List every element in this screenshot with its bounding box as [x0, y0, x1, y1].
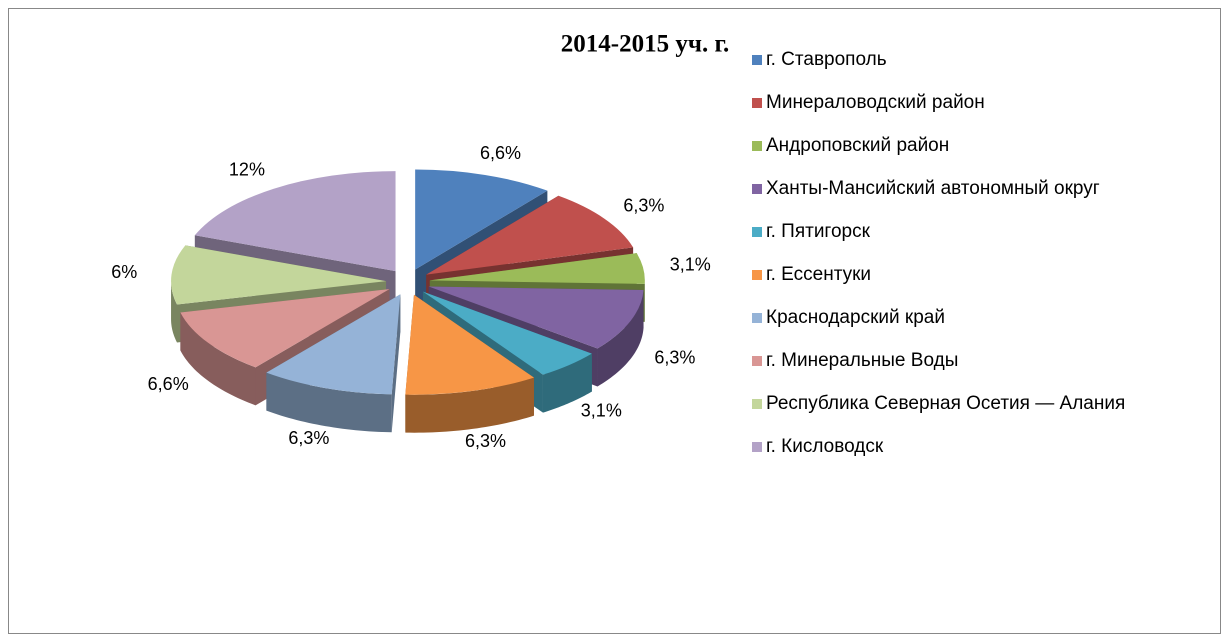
- legend-swatch: [752, 184, 762, 194]
- legend-label: г. Кисловодск: [766, 436, 884, 457]
- legend-label: г. Минеральные Воды: [766, 350, 959, 371]
- legend-label: г. Пятигорск: [766, 221, 870, 242]
- data-label: 3,1%: [581, 400, 622, 420]
- slice: [429, 253, 645, 284]
- data-label: 6,3%: [288, 428, 329, 448]
- data-label: 6,3%: [623, 195, 664, 215]
- slice-side: [266, 372, 392, 433]
- slice: [415, 169, 548, 270]
- legend-entry: г. Ставрополь: [752, 48, 1172, 71]
- legend-label: Ханты-Мансийский автономный округ: [766, 178, 1100, 199]
- legend-label: Республика Северная Осетия — Алания: [766, 393, 1126, 414]
- legend-label: Андроповский район: [766, 135, 950, 156]
- data-label: 6%: [111, 262, 137, 282]
- legend-entry: Минераловодский район: [752, 91, 1172, 114]
- chart-title: 2014-2015 уч. г.: [561, 31, 729, 58]
- legend-swatch: [752, 313, 762, 323]
- legend-swatch: [752, 270, 762, 280]
- legend-entry: г. Пятигорск: [752, 220, 1172, 243]
- data-label: 6,6%: [148, 374, 189, 394]
- data-label: 6,6%: [480, 143, 521, 163]
- legend-entry: Республика Северная Осетия — Алания: [752, 392, 1172, 415]
- legend-label: г. Ставрополь: [766, 49, 887, 70]
- slice: [426, 195, 634, 275]
- legend-swatch: [752, 356, 762, 366]
- legend-label: Краснодарский край: [766, 307, 945, 328]
- pie: [171, 169, 645, 433]
- legend-swatch: [752, 141, 762, 151]
- data-label: 6,3%: [654, 348, 695, 368]
- slice-side: [542, 353, 592, 413]
- legend-entry: Краснодарский край: [752, 306, 1172, 329]
- slice-side: [171, 281, 177, 343]
- legend-swatch: [752, 399, 762, 409]
- chart-border: [8, 8, 1221, 634]
- legend-label: Минераловодский район: [766, 92, 985, 113]
- slice-side: [405, 377, 535, 433]
- legend-entry: г. Минеральные Воды: [752, 349, 1172, 372]
- slice: [266, 294, 401, 395]
- slice: [428, 286, 644, 349]
- slice: [180, 289, 390, 368]
- slice: [171, 245, 387, 305]
- legend-entry: Андроповский район: [752, 134, 1172, 157]
- slice-side: [180, 312, 256, 406]
- legend-swatch: [752, 55, 762, 65]
- legend-swatch: [752, 227, 762, 237]
- legend-entry: г. Кисловодск: [752, 435, 1172, 458]
- legend-swatch: [752, 442, 762, 452]
- slice-side: [597, 290, 644, 387]
- legend-swatch: [752, 98, 762, 108]
- legend-entry: г. Ессентуки: [752, 263, 1172, 286]
- data-label: 3,1%: [670, 255, 711, 275]
- slice: [405, 294, 535, 395]
- slice: [194, 171, 396, 272]
- legend: г. Ставрополь Минераловодский район Андроп…: [752, 48, 1172, 458]
- legend-label: г. Ессентуки: [766, 264, 872, 285]
- data-label: 6,3%: [465, 431, 506, 451]
- data-label: 12%: [229, 159, 265, 179]
- slice: [422, 291, 592, 375]
- legend-entry: Ханты-Мансийский автономный округ: [752, 177, 1172, 200]
